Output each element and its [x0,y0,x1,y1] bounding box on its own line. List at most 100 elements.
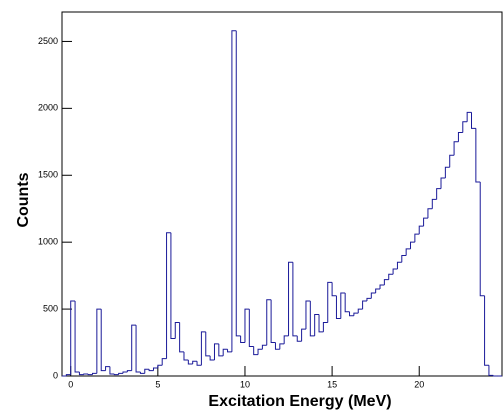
histogram-bin [279,343,285,350]
histogram-bin [161,358,167,366]
histogram-bin [122,371,128,374]
histogram-bin [327,281,333,323]
y-tick-label: 0 [53,370,58,380]
histogram-bin [366,297,372,302]
y-tick-label: 1000 [38,237,58,247]
histogram-bin [200,331,206,366]
histogram-bin [231,30,237,352]
histogram-bin [475,128,481,183]
histogram-bin [96,308,102,374]
histogram-bin [74,301,80,373]
histogram-bin [192,360,198,364]
histogram-bin [105,366,110,371]
histogram-bin [288,261,293,336]
histogram-bin [462,121,468,133]
histogram-bin [453,141,459,156]
histogram-bin [157,364,163,368]
histogram-bin [427,208,433,219]
histogram-bin [344,293,350,313]
histogram-bin [283,335,289,344]
histogram-bin [109,366,115,375]
histogram-bin [340,292,346,319]
histogram-bin [196,361,202,366]
histogram-bin [423,217,428,227]
histogram-bin [449,154,455,168]
histogram-bin [100,309,106,372]
histogram-bin [174,321,180,339]
histogram-bin [87,373,93,376]
y-tick-label: 2000 [38,103,58,113]
histogram-bin [270,299,276,344]
histogram-bin [126,370,132,372]
histogram-bin [418,225,424,235]
x-tick-label: 5 [155,379,160,389]
histogram-bin [301,328,306,342]
histogram-bin [183,351,189,361]
histogram-bin [274,342,280,350]
histogram-bin [253,346,259,356]
histogram-bin [205,331,211,357]
histogram-bin [296,335,302,342]
histogram-bin [383,279,389,285]
histogram-bin [70,300,76,375]
histogram-bin [144,368,150,374]
histogram-bin [244,308,250,343]
histogram-bin [392,268,398,275]
histogram-bin [248,309,254,348]
histogram-bin [466,111,472,122]
histogram-bin [436,188,442,200]
histogram-bin [396,261,402,269]
histogram-bin [78,371,84,376]
histogram-bin [152,367,158,371]
histogram-bin [370,292,376,299]
histogram-bin [414,233,420,243]
y-axis-title: Counts [15,172,32,227]
histogram-bin [292,262,298,337]
histogram-bin [322,321,328,332]
histogram-bin [362,300,367,310]
histogram-bin [440,177,446,189]
histogram-bin [405,248,411,256]
histogram-bin [335,295,341,319]
histogram-bin [187,359,193,365]
histogram-bin [305,300,311,330]
y-tick-label: 500 [43,303,58,313]
x-tick-label: 20 [414,379,424,389]
y-tick-label: 1500 [38,170,58,180]
histogram-bin [113,373,119,376]
x-tick-label: 10 [240,379,250,389]
histogram-bin [170,232,176,340]
histogram-bin [91,372,97,375]
histogram-bin [431,198,437,209]
y-tick-label: 2500 [38,36,58,46]
histogram-bin [166,232,171,359]
histogram-bin [261,344,267,350]
plot-frame [61,11,503,377]
histogram-bin [240,335,245,344]
histogram-bin [218,343,224,357]
histogram-bin [349,311,354,317]
histogram-bin [309,301,315,337]
histogram-bin [222,348,228,356]
histogram-bin [314,313,320,336]
histogram-bin [471,112,476,129]
histogram-bin [479,181,485,297]
histogram-bin [353,312,359,316]
histogram-bin [388,273,394,280]
histogram-bin [148,369,154,372]
histogram-bin [65,374,71,376]
histogram-bin [235,30,241,337]
histogram-bin [227,349,232,353]
histogram-bin [488,365,494,376]
histogram-bin [179,322,184,353]
histogram-bin [257,348,263,355]
histogram-bin [266,299,272,346]
histogram-bin [83,373,89,375]
x-tick-label: 0 [68,379,73,389]
histogram-bin [375,288,381,294]
histogram-bin [457,131,463,142]
histogram-bin [379,284,385,290]
x-tick-label: 15 [327,379,337,389]
x-axis-title: Excitation Energy (MeV) [208,393,391,410]
